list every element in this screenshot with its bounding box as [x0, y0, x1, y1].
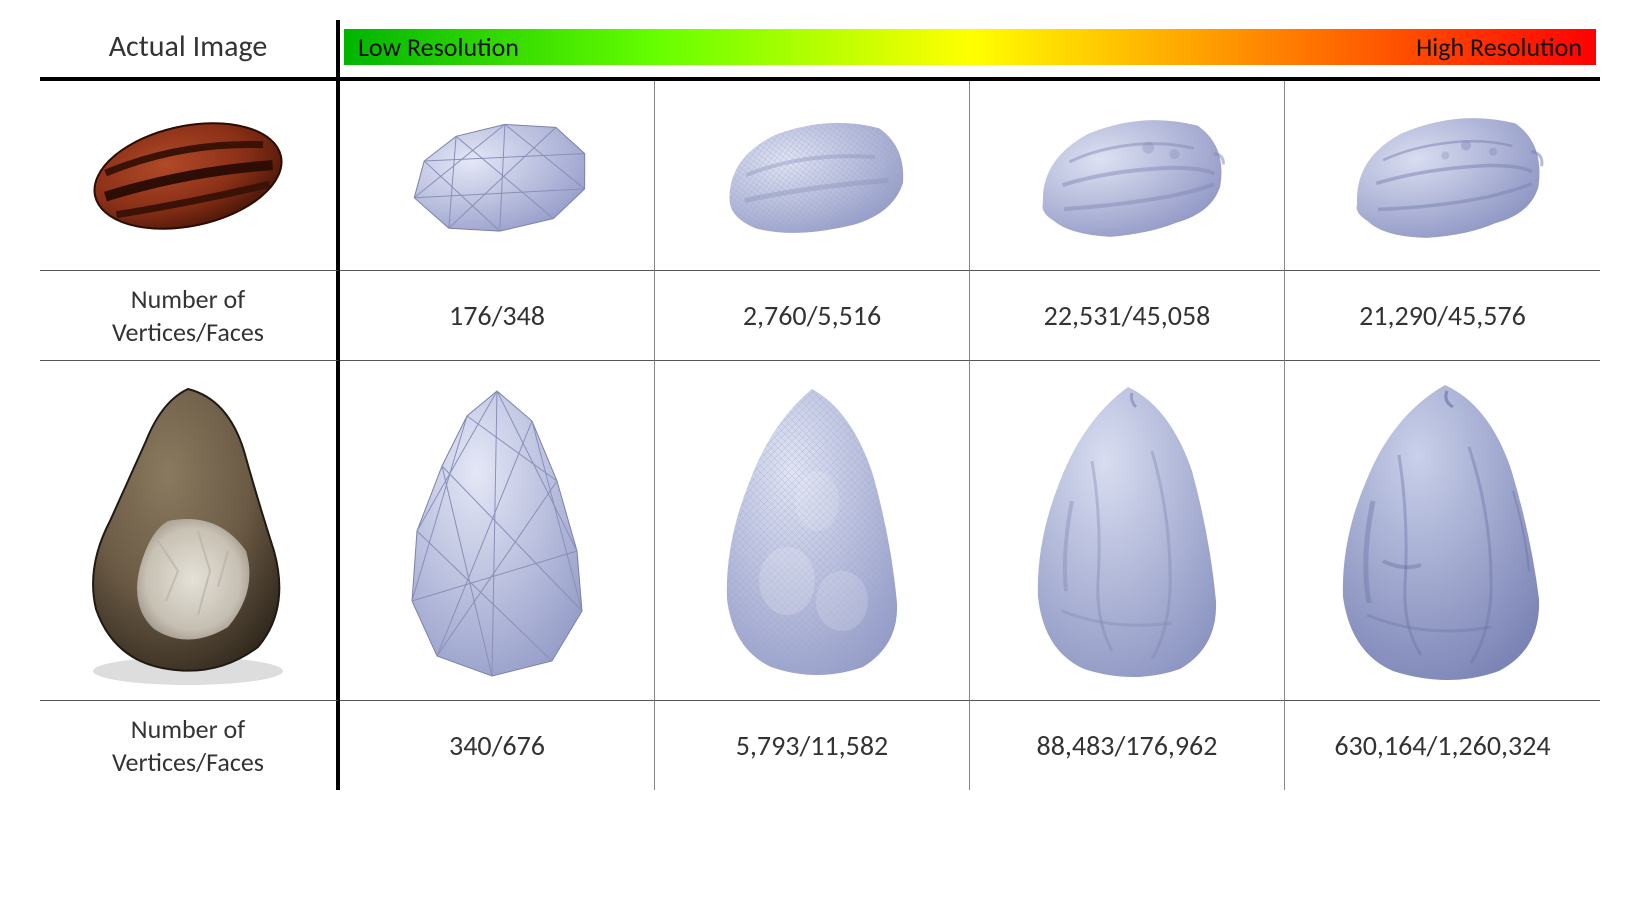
- row-2-value-2: 88,483/176,962: [970, 701, 1285, 790]
- mesh-high-icon: [1002, 96, 1252, 256]
- mesh-object-1-res-3: [1285, 81, 1600, 271]
- mesh-object-2-res-2: [970, 361, 1285, 701]
- row-1-value-3: 21,290/45,576: [1285, 271, 1600, 361]
- mesh-higher-icon: [1318, 96, 1568, 256]
- mesh-object-2-res-1: [655, 361, 970, 701]
- row-2-value-0: 340/676: [340, 701, 655, 790]
- row-1-label: Number of Vertices/Faces: [40, 271, 340, 361]
- resolution-gradient-bar: Low Resolution High Resolution: [344, 29, 1596, 65]
- mesh-object-1-res-2: [970, 81, 1285, 271]
- mesh-object-2-res-0: [340, 361, 655, 701]
- mesh-low-icon: [372, 371, 622, 691]
- row-1-value-2: 22,531/45,058: [970, 271, 1285, 361]
- gradient-high-label: High Resolution: [1416, 31, 1582, 63]
- actual-image-object-2: [40, 361, 340, 701]
- label-line-1: Number of: [131, 713, 245, 746]
- row-2-label: Number of Vertices/Faces: [40, 701, 340, 790]
- mesh-medium-icon: [687, 96, 937, 256]
- label-line-2: Vertices/Faces: [112, 746, 264, 779]
- actual-image-object-1: [40, 81, 340, 271]
- row-1-value-1: 2,760/5,516: [655, 271, 970, 361]
- row-1-value-0: 176/348: [340, 271, 655, 361]
- row-2-value-1: 5,793/11,582: [655, 701, 970, 790]
- comparison-table: Actual Image Low Resolution High Resolut…: [40, 20, 1600, 790]
- mesh-object-2-res-3: [1285, 361, 1600, 701]
- mesh-low-icon: [372, 96, 622, 256]
- mesh-object-1-res-0: [340, 81, 655, 271]
- header-left-label: Actual Image: [109, 28, 268, 65]
- label-line-1: Number of: [131, 283, 245, 316]
- mesh-medium-icon: [687, 371, 937, 691]
- mesh-high-icon: [1002, 371, 1252, 691]
- label-line-2: Vertices/Faces: [112, 316, 264, 349]
- row-2-value-3: 630,164/1,260,324: [1285, 701, 1600, 790]
- header-actual-image: Actual Image: [40, 20, 340, 81]
- mesh-higher-icon: [1313, 371, 1573, 691]
- resolution-gradient-wrap: Low Resolution High Resolution: [340, 20, 1600, 81]
- pecan-nut-icon: [68, 101, 308, 251]
- mesh-object-1-res-1: [655, 81, 970, 271]
- geode-rock-icon: [58, 371, 318, 691]
- gradient-low-label: Low Resolution: [358, 31, 519, 63]
